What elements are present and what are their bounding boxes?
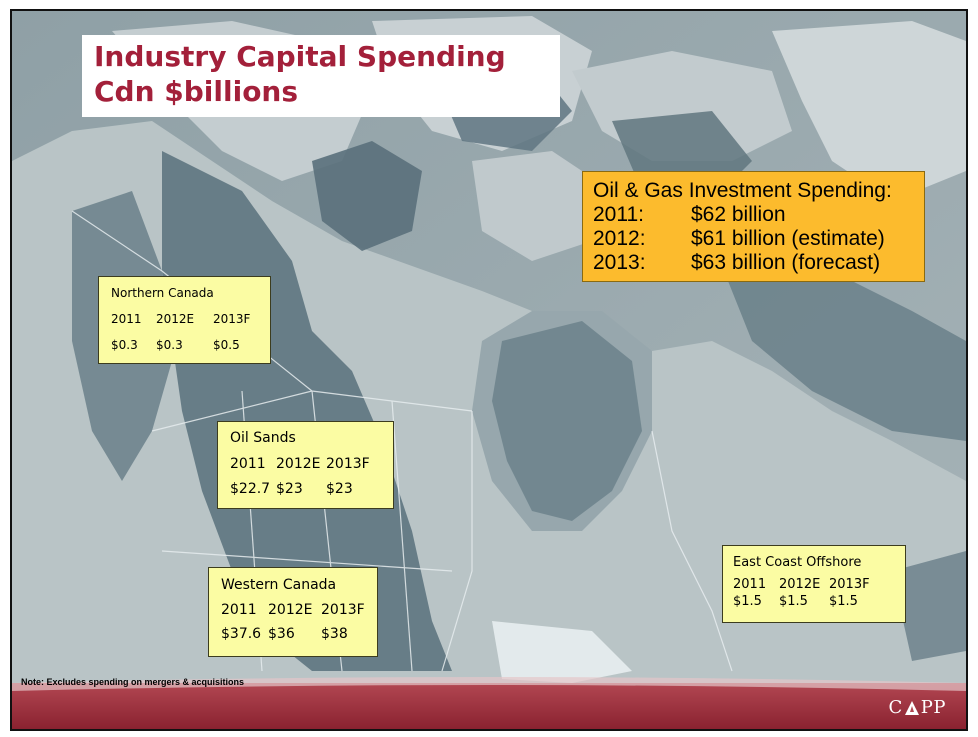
spending-value: $38 bbox=[321, 626, 348, 642]
region-name: East Coast Offshore bbox=[733, 555, 862, 570]
page-subtitle: Cdn $billions bbox=[94, 75, 299, 108]
year-label: 2011 bbox=[111, 312, 142, 326]
year-label: 2012E bbox=[779, 577, 821, 592]
region-years: 2011 2012E 2013F bbox=[733, 577, 905, 592]
investment-value: $61 billion (estimate) bbox=[691, 227, 885, 250]
spending-value: $36 bbox=[268, 626, 295, 642]
spending-value: $37.6 bbox=[221, 626, 262, 642]
year-label: 2013F bbox=[326, 456, 370, 472]
spending-value: $23 bbox=[326, 481, 353, 497]
investment-heading-text: Oil & Gas Investment Spending: bbox=[593, 179, 892, 202]
footnote: Note: Excludes spending on mergers & acq… bbox=[21, 677, 245, 687]
spending-value: $0.3 bbox=[111, 338, 138, 352]
region-box-oil-sands: Oil Sands 2011 2012E 2013F $22.7 $23 $23 bbox=[217, 421, 394, 509]
year-label: 2012E bbox=[156, 312, 195, 326]
investment-value: $62 billion bbox=[691, 203, 786, 226]
investment-summary-box: Oil & Gas Investment Spending: 2011: $62… bbox=[582, 171, 925, 282]
region-years: 2011 2012E 2013F bbox=[111, 312, 270, 326]
spending-value: $1.5 bbox=[779, 594, 808, 609]
region-values: $37.6 $36 $38 bbox=[221, 626, 377, 642]
year-label: 2011 bbox=[733, 577, 767, 592]
maple-triangle-icon bbox=[904, 700, 919, 715]
region-name: Oil Sands bbox=[230, 430, 296, 446]
region-box-western-canada: Western Canada 2011 2012E 2013F $37.6 $3… bbox=[208, 567, 378, 657]
region-name: Western Canada bbox=[221, 577, 337, 593]
capp-logo: C PP bbox=[888, 697, 946, 718]
spending-value: $1.5 bbox=[733, 594, 762, 609]
investment-row: 2012: $61 billion (estimate) bbox=[593, 227, 924, 251]
spending-value: $1.5 bbox=[829, 594, 858, 609]
logo-text-right: PP bbox=[920, 697, 946, 718]
year-label: 2013F bbox=[321, 602, 365, 618]
year-label: 2012E bbox=[268, 602, 313, 618]
spending-value: $0.5 bbox=[213, 338, 240, 352]
investment-value: $63 billion (forecast) bbox=[691, 251, 881, 274]
hudson-basin bbox=[492, 321, 642, 521]
year-label: 2011 bbox=[221, 602, 257, 618]
slide: Industry Capital Spending Cdn $billions … bbox=[10, 9, 968, 731]
logo-text-left: C bbox=[888, 697, 903, 718]
region-years: 2011 2012E 2013F bbox=[230, 456, 393, 472]
year-label: 2013F bbox=[213, 312, 251, 326]
region-years: 2011 2012E 2013F bbox=[221, 602, 377, 618]
investment-year: 2011: bbox=[593, 203, 644, 226]
spending-value: $22.7 bbox=[230, 481, 271, 497]
region-name: Northern Canada bbox=[111, 286, 214, 300]
region-box-northern-canada: Northern Canada 2011 2012E 2013F $0.3 $0… bbox=[98, 276, 271, 364]
region-values: $1.5 $1.5 $1.5 bbox=[733, 594, 905, 609]
atlantic-shelf bbox=[712, 241, 966, 441]
title-box: Industry Capital Spending Cdn $billions bbox=[82, 35, 560, 117]
region-box-east-coast-offshore: East Coast Offshore 2011 2012E 2013F $1.… bbox=[722, 545, 906, 623]
investment-row: 2011: $62 billion bbox=[593, 203, 924, 227]
investment-year: 2013: bbox=[593, 251, 646, 274]
investment-year: 2012: bbox=[593, 227, 646, 250]
region-values: $22.7 $23 $23 bbox=[230, 481, 393, 497]
spending-value: $0.3 bbox=[156, 338, 183, 352]
year-label: 2012E bbox=[276, 456, 321, 472]
year-label: 2011 bbox=[230, 456, 266, 472]
investment-heading: Oil & Gas Investment Spending: bbox=[593, 179, 924, 203]
spending-value: $23 bbox=[276, 481, 303, 497]
investment-row: 2013: $63 billion (forecast) bbox=[593, 251, 924, 275]
region-values: $0.3 $0.3 $0.5 bbox=[111, 338, 270, 352]
page-title: Industry Capital Spending bbox=[94, 40, 506, 73]
year-label: 2013F bbox=[829, 577, 870, 592]
